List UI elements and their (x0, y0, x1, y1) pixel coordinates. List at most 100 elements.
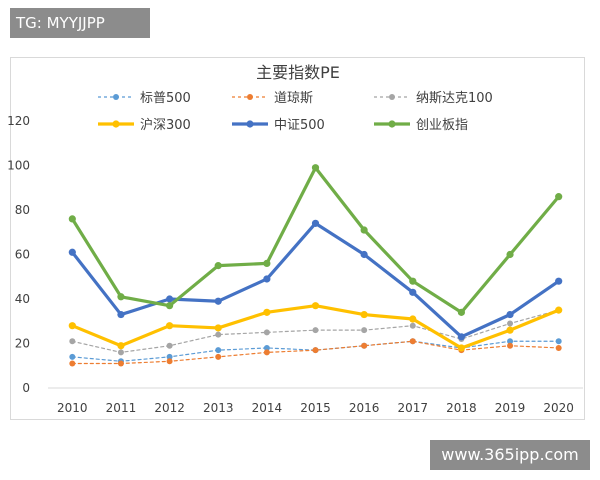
data-point (166, 342, 173, 349)
legend-marker (247, 94, 253, 100)
x-tick-label: 2019 (495, 401, 526, 415)
legend-label: 创业板指 (416, 118, 468, 133)
x-tick-label: 2015 (300, 401, 331, 415)
data-point (215, 347, 222, 354)
data-point (263, 329, 270, 336)
data-point (69, 360, 76, 367)
x-tick-label: 2012 (154, 401, 185, 415)
data-point (263, 275, 271, 283)
y-tick-label: 20 (15, 337, 30, 351)
data-point (215, 353, 222, 360)
data-point (555, 193, 563, 201)
data-point (214, 297, 222, 305)
x-tick-label: 2011 (106, 401, 137, 415)
y-tick-label: 60 (15, 248, 30, 262)
series-6 (68, 164, 563, 316)
legend-item: 沪深300 (98, 117, 191, 133)
legend-label: 纳斯达克100 (416, 91, 493, 106)
data-point (166, 353, 173, 360)
legend-item: 中证500 (232, 118, 325, 133)
data-point (165, 302, 174, 310)
data-point (214, 262, 222, 270)
data-point (263, 344, 270, 351)
data-point (555, 277, 563, 285)
data-point (409, 338, 416, 345)
data-point (263, 259, 271, 267)
legend-marker (246, 120, 254, 128)
data-point (117, 360, 124, 367)
data-point (506, 326, 514, 334)
y-tick-label: 0 (22, 381, 30, 395)
x-tick-label: 2013 (203, 401, 234, 415)
legend-label: 标普500 (140, 91, 191, 106)
x-axis: 2010 2011 2012 2013 2014 2015 2016 2017 2018 2019… (48, 387, 583, 415)
data-point (263, 349, 270, 356)
data-point (361, 342, 368, 349)
y-tick-label: 80 (15, 203, 30, 217)
data-point (165, 322, 174, 330)
data-point (165, 295, 174, 303)
legend-label: 沪深300 (140, 117, 191, 133)
data-point (214, 324, 222, 332)
data-point (311, 302, 320, 310)
series-line (71, 340, 560, 365)
data-point (312, 327, 319, 334)
data-point (68, 215, 76, 223)
x-tick-label: 2010 (57, 401, 88, 415)
y-tick-label: 100 (7, 159, 30, 173)
data-point (409, 315, 417, 323)
data-point (555, 338, 562, 345)
legend-label: 中证500 (274, 118, 325, 133)
data-point (506, 310, 514, 319)
data-point (68, 248, 76, 256)
y-tick-label: 120 (7, 114, 30, 128)
chart-title: 主要指数PE (256, 63, 340, 82)
data-point (555, 306, 563, 314)
data-point (117, 310, 125, 319)
chart-frame (10, 57, 585, 420)
x-tick-label: 2014 (252, 401, 283, 415)
watermark-bottom: www.365ipp.com (430, 440, 590, 470)
series-line (70, 221, 561, 339)
data-point (311, 219, 320, 227)
legend-item: 标普500 (98, 91, 191, 106)
data-point (555, 344, 562, 351)
data-point (69, 338, 76, 345)
data-point (409, 277, 417, 285)
legend-marker (113, 94, 119, 100)
data-point (507, 338, 514, 345)
data-point (409, 288, 417, 296)
data-point (117, 293, 125, 301)
y-axis-ticks: 0 20 40 60 80 100 120 (7, 114, 30, 395)
legend-marker (388, 120, 396, 128)
x-tick-label: 2018 (446, 401, 477, 415)
data-point (166, 358, 173, 365)
data-point (360, 226, 368, 234)
data-point (68, 322, 76, 330)
legend: 标普500 道琼斯 纳斯达克100 沪深300 中证500 创业板指 (98, 91, 493, 133)
legend-label: 道琼斯 (274, 91, 313, 106)
data-point (457, 344, 466, 352)
data-point (507, 320, 514, 327)
data-point (506, 250, 514, 259)
series-layer (68, 164, 563, 367)
data-point (361, 327, 368, 334)
y-tick-label: 40 (15, 292, 30, 306)
legend-item: 纳斯达克100 (374, 91, 493, 106)
series-3 (69, 307, 562, 356)
series-4 (68, 302, 563, 352)
data-point (360, 250, 368, 259)
data-point (507, 342, 514, 349)
legend-item: 道琼斯 (232, 91, 313, 106)
legend-marker (112, 120, 120, 128)
x-tick-label: 2016 (349, 401, 380, 415)
series-2 (69, 338, 562, 367)
x-tick-label: 2017 (397, 401, 428, 415)
series-line (70, 166, 561, 314)
watermark-top: TG: MYYJJPP (10, 8, 150, 38)
data-point (69, 353, 76, 360)
data-point (409, 322, 416, 329)
data-point (117, 349, 124, 356)
data-point (312, 347, 319, 354)
